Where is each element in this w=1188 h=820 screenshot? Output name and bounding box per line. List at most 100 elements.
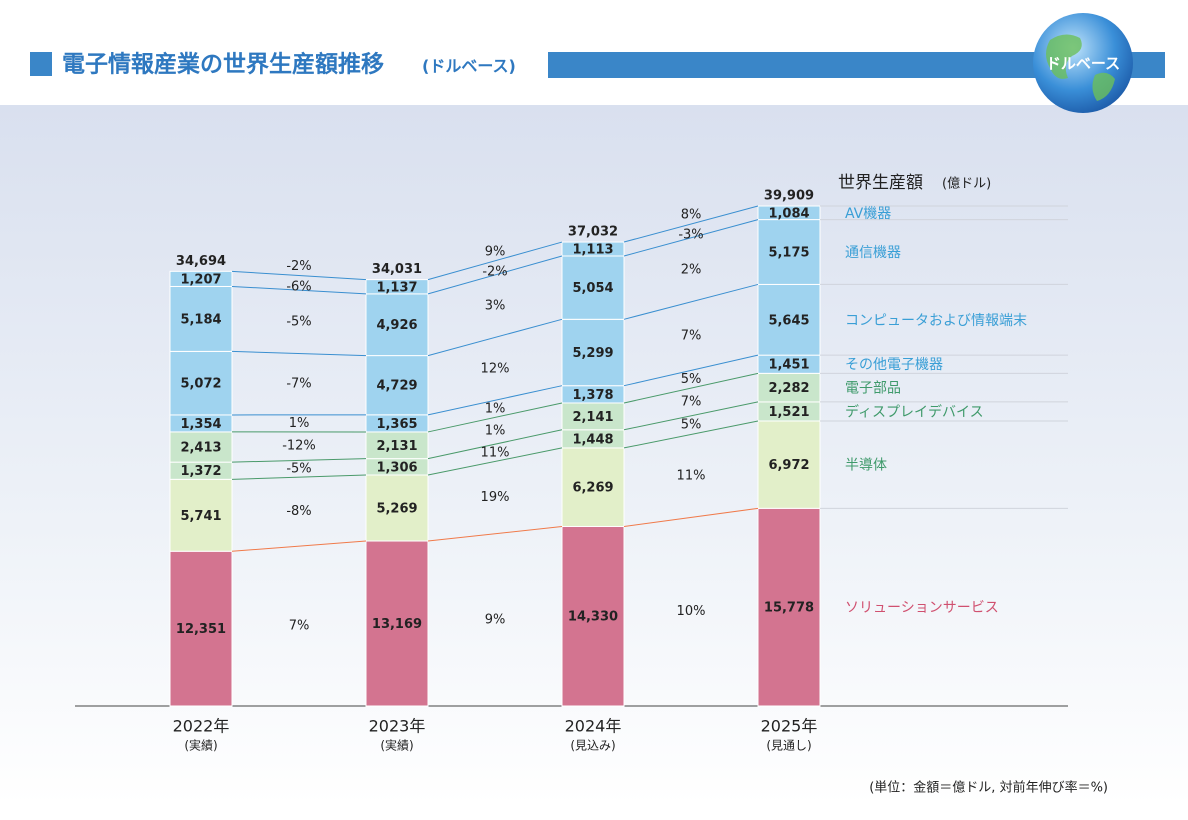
connector [623, 205, 759, 243]
bar-segment [757, 219, 821, 285]
legend-label: コンピュータおよび情報端末 [845, 313, 1027, 329]
value-label: 5,054 [572, 281, 613, 296]
connector [623, 372, 759, 404]
bar-segment [757, 507, 821, 707]
growth-label: 7% [681, 394, 702, 409]
value-label: 6,269 [572, 481, 613, 496]
total-label: 34,694 [176, 254, 226, 269]
growth-label: 11% [481, 445, 510, 460]
legend-label: 通信機器 [845, 245, 901, 261]
connector [427, 318, 563, 357]
growth-label: -3% [678, 227, 703, 242]
growth-label: 5% [681, 372, 702, 387]
connector [623, 283, 759, 320]
growth-label: 7% [289, 619, 310, 634]
value-label: 13,169 [372, 617, 422, 632]
growth-label: 1% [485, 401, 506, 416]
value-label: 1,113 [572, 243, 613, 258]
connector [231, 285, 367, 295]
bar-segment [757, 372, 821, 403]
growth-label: -12% [282, 439, 316, 454]
axis-title: 世界生産額 [838, 173, 923, 193]
value-label: 2,141 [572, 410, 613, 425]
category-label: 2024年 [565, 717, 622, 736]
value-label: 5,184 [180, 312, 221, 327]
category-note: (見通し) [766, 739, 811, 753]
value-label: 1,306 [376, 460, 417, 475]
bar-segment [561, 255, 625, 320]
legend-label: その他電子機器 [845, 357, 943, 373]
category-label: 2023年 [369, 717, 426, 736]
growth-label: 19% [481, 490, 510, 505]
value-label: 1,084 [768, 206, 809, 221]
connector [427, 525, 563, 542]
value-label: 1,207 [180, 272, 221, 287]
bar-segment [365, 293, 429, 357]
chart-subtitle: (ドルベース) [422, 57, 516, 76]
connector [427, 241, 563, 281]
bar-segment [365, 540, 429, 707]
value-label: 1,521 [768, 405, 809, 420]
growth-label: -5% [286, 461, 311, 476]
connector [231, 474, 367, 480]
growth-label: -6% [286, 279, 311, 294]
growth-label: 1% [485, 423, 506, 438]
connector [427, 429, 563, 460]
growth-label: -7% [286, 377, 311, 392]
connector [427, 402, 563, 433]
value-label: 4,729 [376, 379, 417, 394]
value-label: 5,741 [180, 509, 221, 524]
bar-segment [561, 402, 625, 431]
value-label: 14,330 [568, 610, 618, 625]
category-label: 2025年 [761, 717, 818, 736]
title-marker [30, 52, 52, 76]
growth-label: 10% [677, 604, 706, 619]
value-label: 1,448 [572, 432, 613, 447]
value-label: 5,175 [768, 246, 809, 261]
value-label: 15,778 [764, 601, 814, 616]
value-label: 2,282 [768, 381, 809, 396]
value-label: 2,413 [180, 441, 221, 456]
connector [427, 447, 563, 476]
total-label: 34,031 [372, 262, 422, 277]
bar-segment [757, 205, 821, 221]
connector [231, 458, 367, 463]
badge: ドルベース [1046, 55, 1120, 73]
total-label: 39,909 [764, 189, 814, 204]
category-label: 2022年 [173, 717, 230, 736]
total-growth-label: -2% [286, 259, 311, 274]
growth-label: 5% [681, 418, 702, 433]
bar-segment [365, 431, 429, 460]
total-label: 37,032 [568, 225, 618, 240]
total-growth-label: 9% [485, 244, 506, 259]
bar-segment [365, 474, 429, 542]
chart-title: 電子情報産業の世界生産額推移 [62, 51, 384, 78]
growth-label: 12% [481, 361, 510, 376]
value-label: 12,351 [176, 622, 226, 637]
value-label: 1,137 [376, 280, 417, 295]
bar-segment [561, 447, 625, 527]
legend-label: AV機器 [845, 206, 891, 222]
value-label: 5,269 [376, 502, 417, 517]
connector [231, 270, 367, 281]
axis-unit: (億ドル) [942, 176, 991, 192]
value-label: 6,972 [768, 458, 809, 473]
value-label: 1,451 [768, 358, 809, 373]
growth-label: 7% [681, 329, 702, 344]
bar-segment [365, 279, 429, 295]
bar-segment [169, 350, 233, 416]
connector [623, 420, 759, 449]
growth-label: 9% [485, 612, 506, 627]
connector [623, 354, 759, 387]
connector [623, 401, 759, 431]
value-label: 4,926 [376, 318, 417, 333]
legend-label: ソリューションサービス [845, 600, 999, 616]
footnote: (単位：金額＝億ドル, 対前年伸び率＝%) [869, 780, 1108, 796]
category-note: (見込み) [570, 739, 615, 753]
growth-label: -8% [286, 504, 311, 519]
bar-segment [757, 283, 821, 356]
growth-label: 1% [289, 416, 310, 431]
value-label: 5,645 [768, 313, 809, 328]
bar-segment [169, 550, 233, 707]
